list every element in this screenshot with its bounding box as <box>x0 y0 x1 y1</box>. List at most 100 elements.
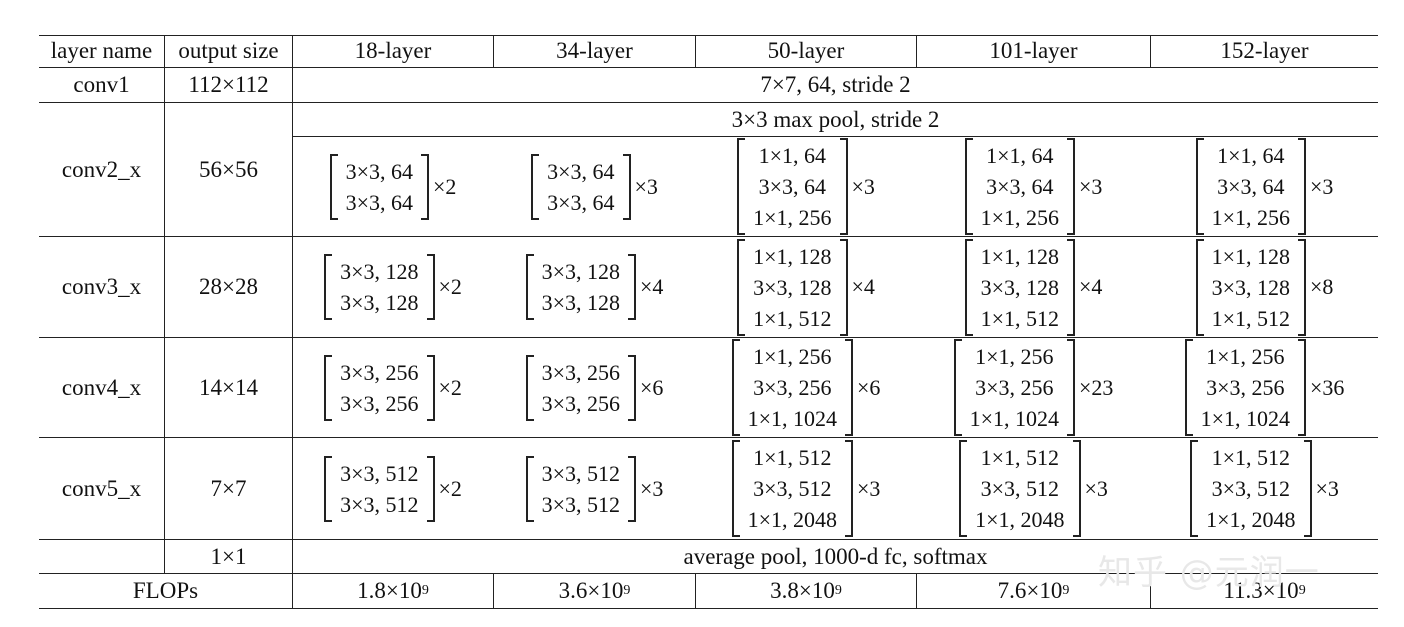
conv5-101-line1: 1×1, 512 <box>980 445 1059 470</box>
bracket-matrix: 1×1, 128 3×3, 128 1×1, 512 <box>1195 238 1307 336</box>
conv2-50-line1: 1×1, 64 <box>758 143 826 168</box>
conv2-152-line2: 3×3, 64 <box>1217 174 1285 199</box>
flops-50-mantissa: 3.8×10 <box>770 578 835 603</box>
final-size: 1×1 <box>210 543 247 569</box>
flops-34-mantissa: 3.6×10 <box>558 578 624 603</box>
conv2-50-line3: 1×1, 256 <box>753 205 832 230</box>
conv3-101-multiplier: ×4 <box>1079 274 1103 299</box>
rule-col-34 <box>695 35 696 68</box>
conv4-34-line1: 3×3, 256 <box>541 359 620 385</box>
header-layer-name: layer name <box>50 38 153 63</box>
flops-18: 1.8×10 9 <box>357 578 429 603</box>
conv3-18-multiplier: ×2 <box>438 274 462 299</box>
conv4-18-line1: 3×3, 256 <box>340 359 419 385</box>
conv3-152-line3: 1×1, 512 <box>1211 305 1290 331</box>
conv5-block-101: 1×1, 512 3×3, 512 1×1, 2048 ×3 <box>917 438 1150 539</box>
conv5-152-multiplier: ×3 <box>1315 475 1339 501</box>
header-output-size: output size <box>178 38 279 63</box>
conv5-18-line2: 3×3, 512 <box>340 491 419 517</box>
flops-label: FLOPs <box>132 578 199 603</box>
conv3-50-line2: 3×3, 128 <box>753 274 832 300</box>
conv4-152-line1: 1×1, 256 <box>1206 344 1285 369</box>
rule-header <box>39 67 1378 68</box>
conv2-block-152: 1×1, 64 3×3, 64 1×1, 256 ×3 <box>1151 137 1378 236</box>
rule-flops-18 <box>493 573 494 609</box>
resnet-architecture-table: layer name output size 18-layer 34-layer… <box>39 35 1378 609</box>
conv5-block-152: 1×1, 512 3×3, 512 1×1, 2048 ×3 <box>1151 438 1378 539</box>
conv3-34-multiplier: ×4 <box>640 274 664 299</box>
header-152-layer: 152-layer <box>1220 38 1309 63</box>
conv5-50-line3: 1×1, 2048 <box>747 507 837 532</box>
conv4-size: 14×14 <box>199 374 258 400</box>
flops-152: 11.3×10 9 <box>1223 578 1306 603</box>
conv5-152-line2: 3×3, 512 <box>1211 476 1290 501</box>
bracket-matrix: 1×1, 512 3×3, 512 1×1, 2048 <box>959 440 1081 537</box>
bracket-matrix: 1×1, 512 3×3, 512 1×1, 2048 <box>731 440 854 537</box>
conv3-101-line2: 3×3, 128 <box>980 274 1059 300</box>
conv4-50-line1: 1×1, 256 <box>753 344 832 369</box>
conv5-18-multiplier: ×2 <box>438 475 462 501</box>
conv3-name: conv3_x <box>61 274 142 299</box>
conv2-101-line1: 1×1, 64 <box>986 143 1054 168</box>
conv3-152-line2: 3×3, 128 <box>1211 274 1290 300</box>
conv5-152-line1: 1×1, 512 <box>1211 445 1290 470</box>
conv4-152-line2: 3×3, 256 <box>1206 375 1285 400</box>
conv5-34-multiplier: ×3 <box>640 475 664 501</box>
conv2-50-multiplier: ×3 <box>851 173 875 199</box>
conv4-block-101: 1×1, 256 3×3, 256 1×1, 1024 ×23 <box>917 338 1150 437</box>
conv2-block-101: 1×1, 64 3×3, 64 1×1, 256 ×3 <box>917 137 1150 236</box>
conv5-101-line2: 3×3, 512 <box>980 476 1059 501</box>
bracket-matrix: 1×1, 128 3×3, 128 1×1, 512 <box>964 238 1076 336</box>
bracket-matrix: 3×3, 64 3×3, 64 <box>531 153 631 220</box>
conv5-block-34: 3×3, 512 3×3, 512 ×3 <box>494 438 695 539</box>
conv2-50-line2: 3×3, 64 <box>758 174 826 199</box>
flops-50: 3.8×10 9 <box>770 578 842 603</box>
rule-col-name <box>164 35 165 573</box>
rule-conv5 <box>39 539 1378 540</box>
bracket-matrix: 3×3, 512 3×3, 512 <box>525 455 637 522</box>
conv2-18-multiplier: ×2 <box>433 173 457 199</box>
conv4-50-line3: 1×1, 1024 <box>747 406 837 431</box>
conv2-101-line3: 1×1, 256 <box>980 205 1059 230</box>
rule-bottom <box>39 608 1378 609</box>
conv4-152-multiplier: ×36 <box>1310 374 1345 400</box>
conv4-50-multiplier: ×6 <box>857 374 881 400</box>
conv5-block-50: 1×1, 512 3×3, 512 1×1, 2048 ×3 <box>696 438 916 539</box>
conv4-152-line3: 1×1, 1024 <box>1200 406 1290 431</box>
conv3-50-multiplier: ×4 <box>851 274 875 299</box>
flops-101-mantissa: 7.6×10 <box>997 578 1063 603</box>
conv5-18-line1: 3×3, 512 <box>340 460 419 486</box>
flops-152-mantissa: 11.3×10 <box>1223 578 1299 603</box>
bracket-matrix: 3×3, 128 3×3, 128 <box>525 254 637 320</box>
conv1-size: 112×112 <box>188 72 269 97</box>
conv5-size: 7×7 <box>210 475 247 501</box>
flops-18-mantissa: 1.8×10 <box>357 578 422 603</box>
conv4-block-50: 1×1, 256 3×3, 256 1×1, 1024 ×6 <box>696 338 916 437</box>
conv2-101-line2: 3×3, 64 <box>986 174 1054 199</box>
rule-flops-34 <box>695 573 696 609</box>
header-50-layer: 50-layer <box>767 38 845 63</box>
conv3-block-50: 1×1, 128 3×3, 128 1×1, 512 ×4 <box>696 237 916 337</box>
flops-101: 7.6×10 9 <box>997 578 1070 603</box>
conv3-34-line1: 3×3, 128 <box>541 259 620 284</box>
conv4-block-18: 3×3, 256 3×3, 256 ×2 <box>293 338 493 437</box>
bracket-matrix: 3×3, 256 3×3, 256 <box>324 354 435 421</box>
bracket-matrix: 1×1, 64 3×3, 64 1×1, 256 <box>737 138 848 235</box>
conv2-152-line1: 1×1, 64 <box>1217 143 1285 168</box>
conv5-101-multiplier: ×3 <box>1084 475 1108 501</box>
conv4-34-line2: 3×3, 256 <box>541 390 620 416</box>
rule-col-50 <box>916 35 917 68</box>
conv5-name: conv5_x <box>61 475 142 501</box>
bracket-matrix: 1×1, 64 3×3, 64 1×1, 256 <box>1195 138 1307 235</box>
conv2-34-line1: 3×3, 64 <box>547 158 615 184</box>
bracket-matrix: 3×3, 128 3×3, 128 <box>324 254 435 320</box>
zhihu-watermark: 知乎 @元润一 <box>1098 553 1320 593</box>
conv3-152-multiplier: ×8 <box>1310 274 1334 299</box>
rule-conv4 <box>39 437 1378 438</box>
conv3-34-line2: 3×3, 128 <box>541 290 620 315</box>
rule-pool <box>292 136 1378 137</box>
conv3-152-line1: 1×1, 128 <box>1211 243 1290 269</box>
rule-conv1 <box>39 102 1378 103</box>
conv2-size: 56×56 <box>199 156 258 182</box>
conv5-34-line2: 3×3, 512 <box>541 491 620 517</box>
